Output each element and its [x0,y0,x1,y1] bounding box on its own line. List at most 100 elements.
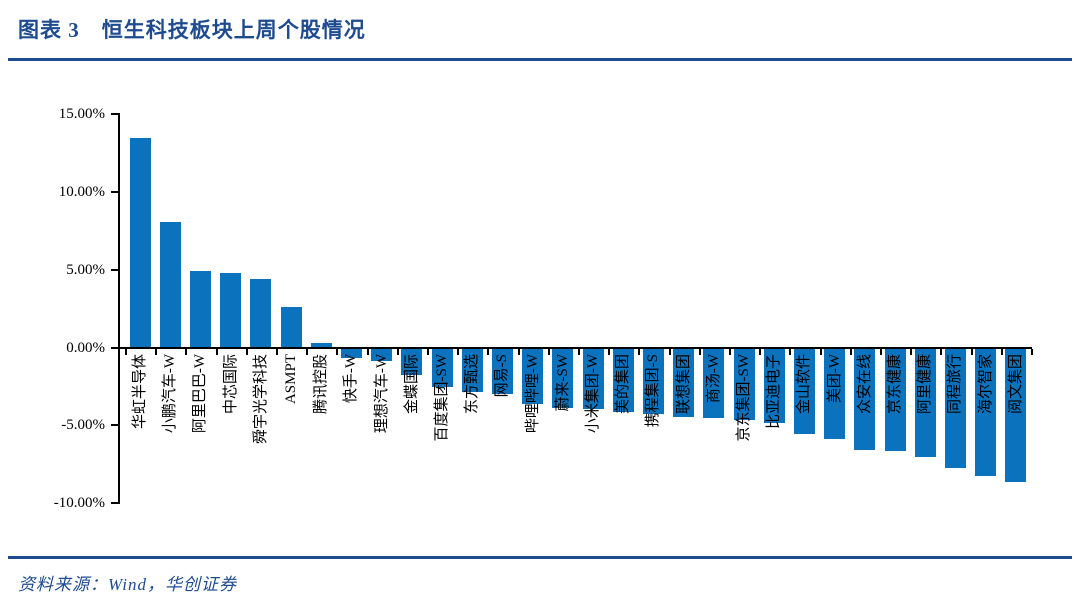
category-label: 中芯国际 [222,353,239,414]
bar [280,307,302,348]
category-label: 舜宇光学科技 [252,353,269,444]
x-tick [457,348,460,355]
category-label: ASMPT [283,353,299,404]
bar [431,348,453,388]
y-tick-label: 0.00% [66,339,105,356]
y-tick [111,502,118,504]
x-tick [155,348,158,355]
x-tick [426,348,429,355]
category-label: 金蝶国际 [403,353,420,414]
x-tick [879,348,882,355]
bar [401,348,423,375]
x-tick [1030,348,1033,355]
y-tick-label: 10.00% [58,184,105,200]
category-label: 华虹半导体 [132,353,148,429]
bar [189,271,211,348]
x-tick [366,348,369,355]
bar [340,348,362,358]
x-tick [275,348,278,355]
x-tick [396,348,399,355]
bar [884,348,906,452]
figure-title: 图表 3 恒生科技板块上周个股情况 [18,18,366,42]
x-tick [668,348,671,355]
y-tick [111,268,118,271]
x-tick [517,348,520,355]
y-tick-label: -5.00% [61,417,105,434]
category-label: 众安在线 [856,353,873,414]
source-note: 资料来源：Wind，华创证券 [18,575,237,594]
footer-divider [8,556,1072,559]
x-tick [789,348,792,355]
x-tick [728,348,731,355]
x-tick [547,348,550,355]
category-label: 商汤-W [705,353,722,403]
category-label: 京东集团-SW [736,353,752,442]
y-tick [111,113,118,116]
x-axis-line [118,346,1032,349]
bar [673,348,695,417]
x-tick [1000,348,1003,355]
category-label: 美团-W [826,353,843,403]
bar [793,348,815,435]
bar [159,221,181,348]
y-axis-line [118,113,120,504]
bar [522,348,544,405]
y-tick [111,191,118,193]
bar-chart: 15.00% 10.00% 5.00% 0.00% -5.00% -10.00% 华虹半导体… [0,70,1080,550]
category-label: 腾讯控股 [313,353,330,414]
category-label: 阿里健康 [917,353,934,414]
x-tick [759,348,762,355]
bar [975,348,997,476]
x-tick [970,348,973,355]
y-tick-label: -10.00% [53,495,105,511]
bar [371,348,393,361]
title-divider [8,58,1072,61]
category-label: 携程集团-S [645,353,662,427]
category-label: 阅文集团 [1007,353,1024,414]
category-label: 小米集团-W [585,353,601,433]
bar [129,137,151,348]
category-label: 阿里巴巴-W [192,353,209,433]
bar [854,348,876,450]
y-tick-label: 5.00% [66,261,105,278]
x-tick [638,348,641,355]
bar [944,348,966,469]
bar [824,348,846,439]
bar [733,348,755,421]
category-label: 快手-W [343,353,360,403]
x-tick [940,348,943,355]
bar [1005,348,1027,483]
bar [763,348,785,424]
category-label: 网易-S [494,353,511,397]
bar [461,348,483,393]
category-label: 同程旅行 [947,353,964,414]
y-tick [111,424,118,427]
category-label: 美的集团 [615,353,632,414]
bar [642,348,664,414]
bar [552,348,574,408]
bar [703,348,725,419]
x-tick [124,348,127,355]
x-tick [910,348,913,355]
bar [612,348,634,413]
category-label: 百度集团-SW [434,353,450,442]
x-tick [487,348,490,355]
bar [220,272,242,348]
category-label: 理想汽车-W [373,353,390,433]
x-tick [698,348,701,355]
bar [914,348,936,458]
category-label: 海尔智家 [977,353,994,414]
x-tick [215,348,218,355]
category-label: 蔚来-SW [554,353,571,412]
x-tick [336,348,339,355]
bar [582,348,604,410]
x-tick [577,348,580,355]
x-tick [306,348,309,355]
category-label: 比亚迪电子 [766,353,783,429]
x-tick [245,348,248,355]
bar [250,279,272,348]
x-tick [849,348,852,355]
x-tick [185,348,188,355]
category-label: 哔哩哔哩-W [524,353,541,433]
